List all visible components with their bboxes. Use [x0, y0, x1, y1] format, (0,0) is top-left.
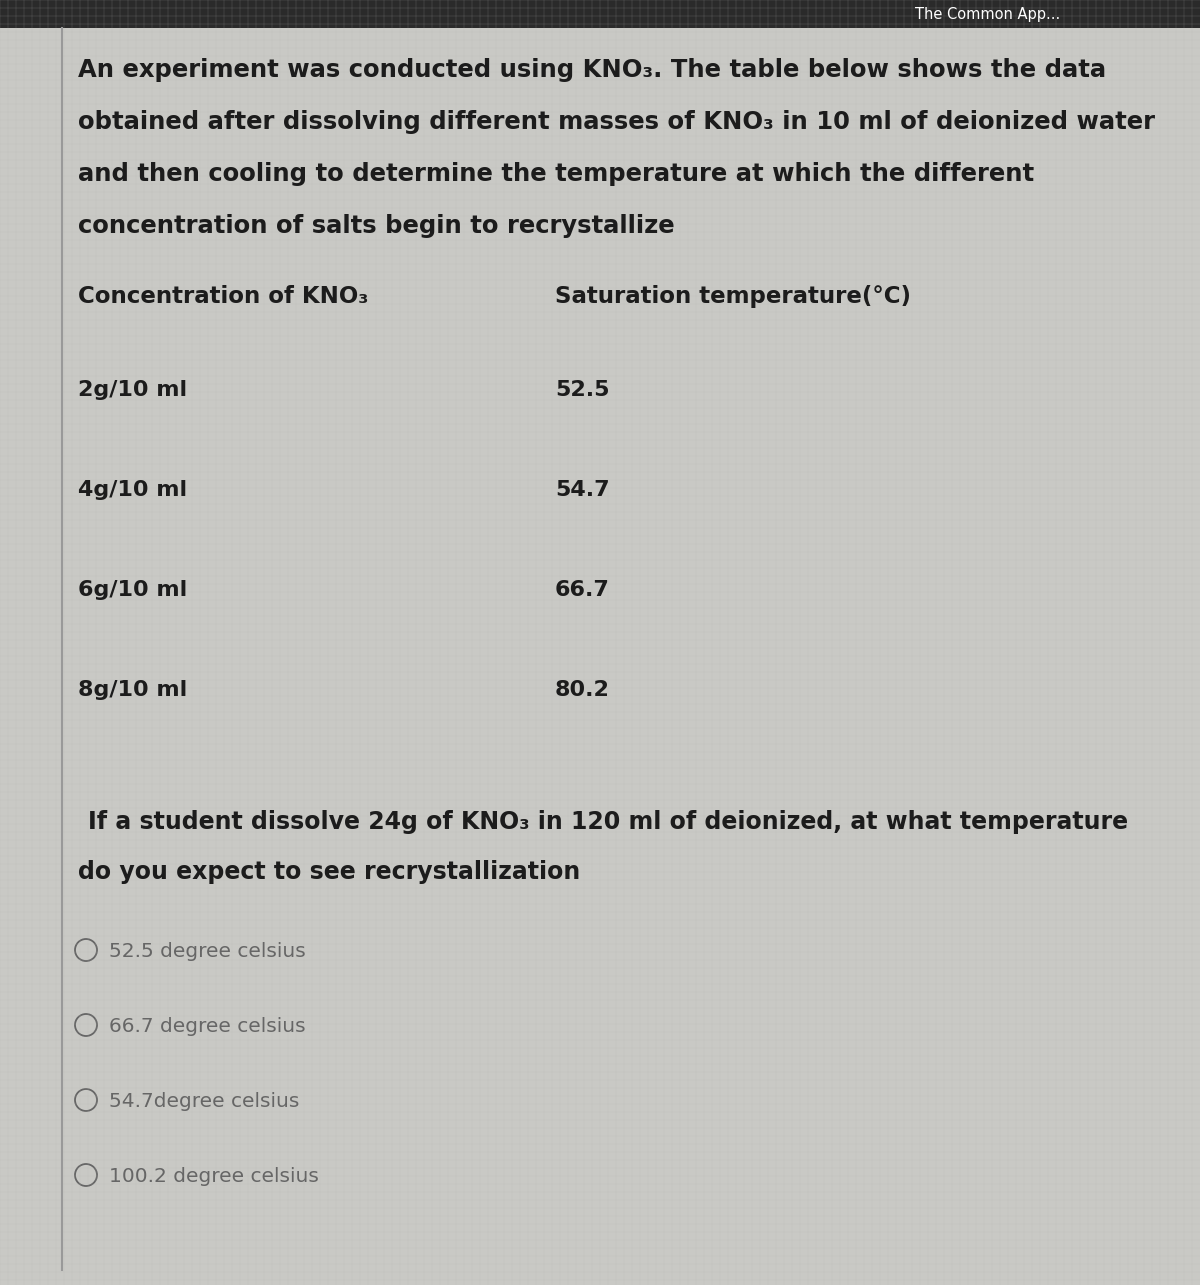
Text: 80.2: 80.2 [554, 680, 610, 700]
Text: and then cooling to determine the temperature at which the different: and then cooling to determine the temper… [78, 162, 1034, 186]
Text: 52.5 degree celsius: 52.5 degree celsius [109, 942, 306, 961]
Text: 66.7 degree celsius: 66.7 degree celsius [109, 1016, 306, 1036]
Text: 2g/10 ml: 2g/10 ml [78, 380, 187, 400]
Text: do you expect to see recrystallization: do you expect to see recrystallization [78, 860, 581, 884]
Text: 66.7: 66.7 [554, 580, 610, 600]
Text: concentration of salts begin to recrystallize: concentration of salts begin to recrysta… [78, 215, 674, 238]
Bar [0, 0, 1200, 28]
Text: 100.2 degree celsius: 100.2 degree celsius [109, 1167, 319, 1186]
Text: Concentration of KNO₃: Concentration of KNO₃ [78, 285, 368, 308]
Text: If a student dissolve 24g of KNO₃ in 120 ml of deionized, at what temperature: If a student dissolve 24g of KNO₃ in 120… [88, 810, 1128, 834]
Text: An experiment was conducted using KNO₃. The table below shows the data: An experiment was conducted using KNO₃. … [78, 58, 1106, 82]
Text: 4g/10 ml: 4g/10 ml [78, 481, 187, 500]
Text: 54.7degree celsius: 54.7degree celsius [109, 1092, 299, 1112]
Text: 8g/10 ml: 8g/10 ml [78, 680, 187, 700]
Text: 6g/10 ml: 6g/10 ml [78, 580, 187, 600]
Text: 52.5: 52.5 [554, 380, 610, 400]
Text: The Common App...: The Common App... [914, 6, 1060, 22]
Text: Saturation temperature(°C): Saturation temperature(°C) [554, 285, 911, 308]
Text: obtained after dissolving different masses of KNO₃ in 10 ml of deionized water: obtained after dissolving different mass… [78, 111, 1154, 134]
Text: 54.7: 54.7 [554, 481, 610, 500]
